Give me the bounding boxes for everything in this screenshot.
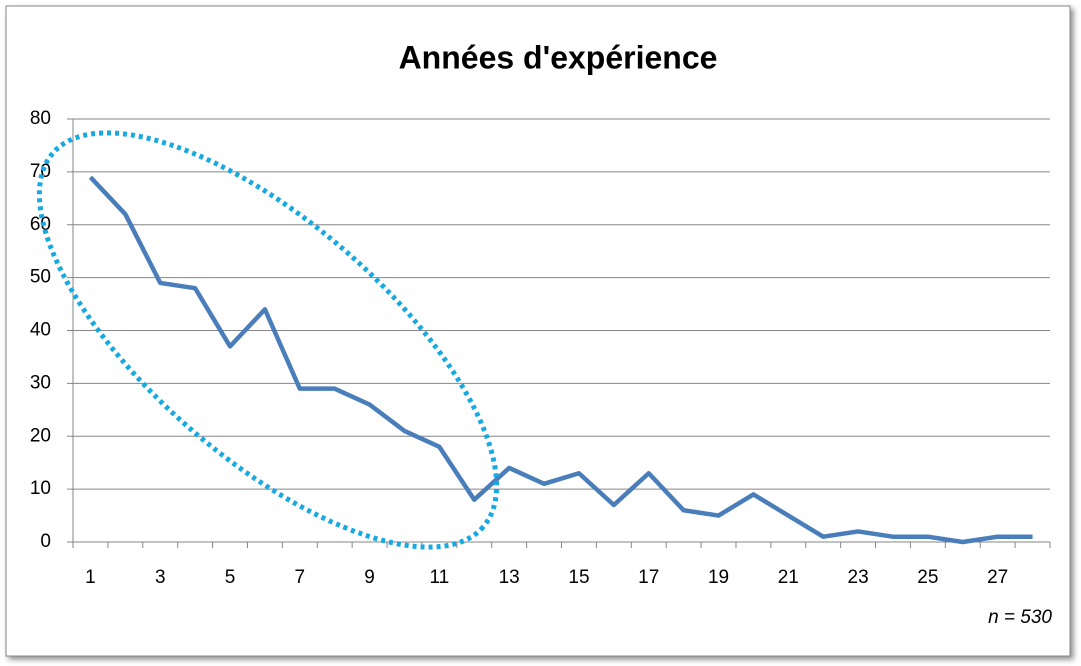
- x-tick-label: 3: [155, 567, 166, 588]
- y-tick-label: 70: [30, 161, 51, 182]
- x-tick-label: 27: [987, 567, 1008, 588]
- data-line: [88, 175, 1033, 545]
- y-tick-label: 20: [30, 425, 51, 446]
- x-tick-label: 21: [778, 567, 799, 588]
- x-tick-label: 25: [917, 567, 938, 588]
- x-tick-label: 19: [708, 567, 729, 588]
- x-tick-label: 5: [225, 567, 236, 588]
- y-tick-label: 80: [30, 108, 51, 129]
- x-tick-label: 1: [85, 567, 96, 588]
- y-tick-label: 0: [40, 531, 51, 552]
- x-tick-label: 17: [638, 567, 659, 588]
- y-tick-label: 10: [30, 478, 51, 499]
- x-tick-label: 15: [568, 567, 589, 588]
- x-tick-label: 13: [499, 567, 520, 588]
- highlight-ellipse: [36, 130, 500, 550]
- x-tick-label: 23: [848, 567, 869, 588]
- x-tick-label: 11: [430, 567, 450, 588]
- x-tick-label: 7: [295, 567, 306, 588]
- y-tick-label: 30: [30, 372, 51, 393]
- annotation: n = 530: [988, 607, 1052, 628]
- y-tick-label: 50: [30, 267, 51, 288]
- chart-title: Années d'expérience: [399, 39, 718, 75]
- y-tick-label: 40: [30, 320, 51, 341]
- x-tick-label: 9: [364, 567, 375, 588]
